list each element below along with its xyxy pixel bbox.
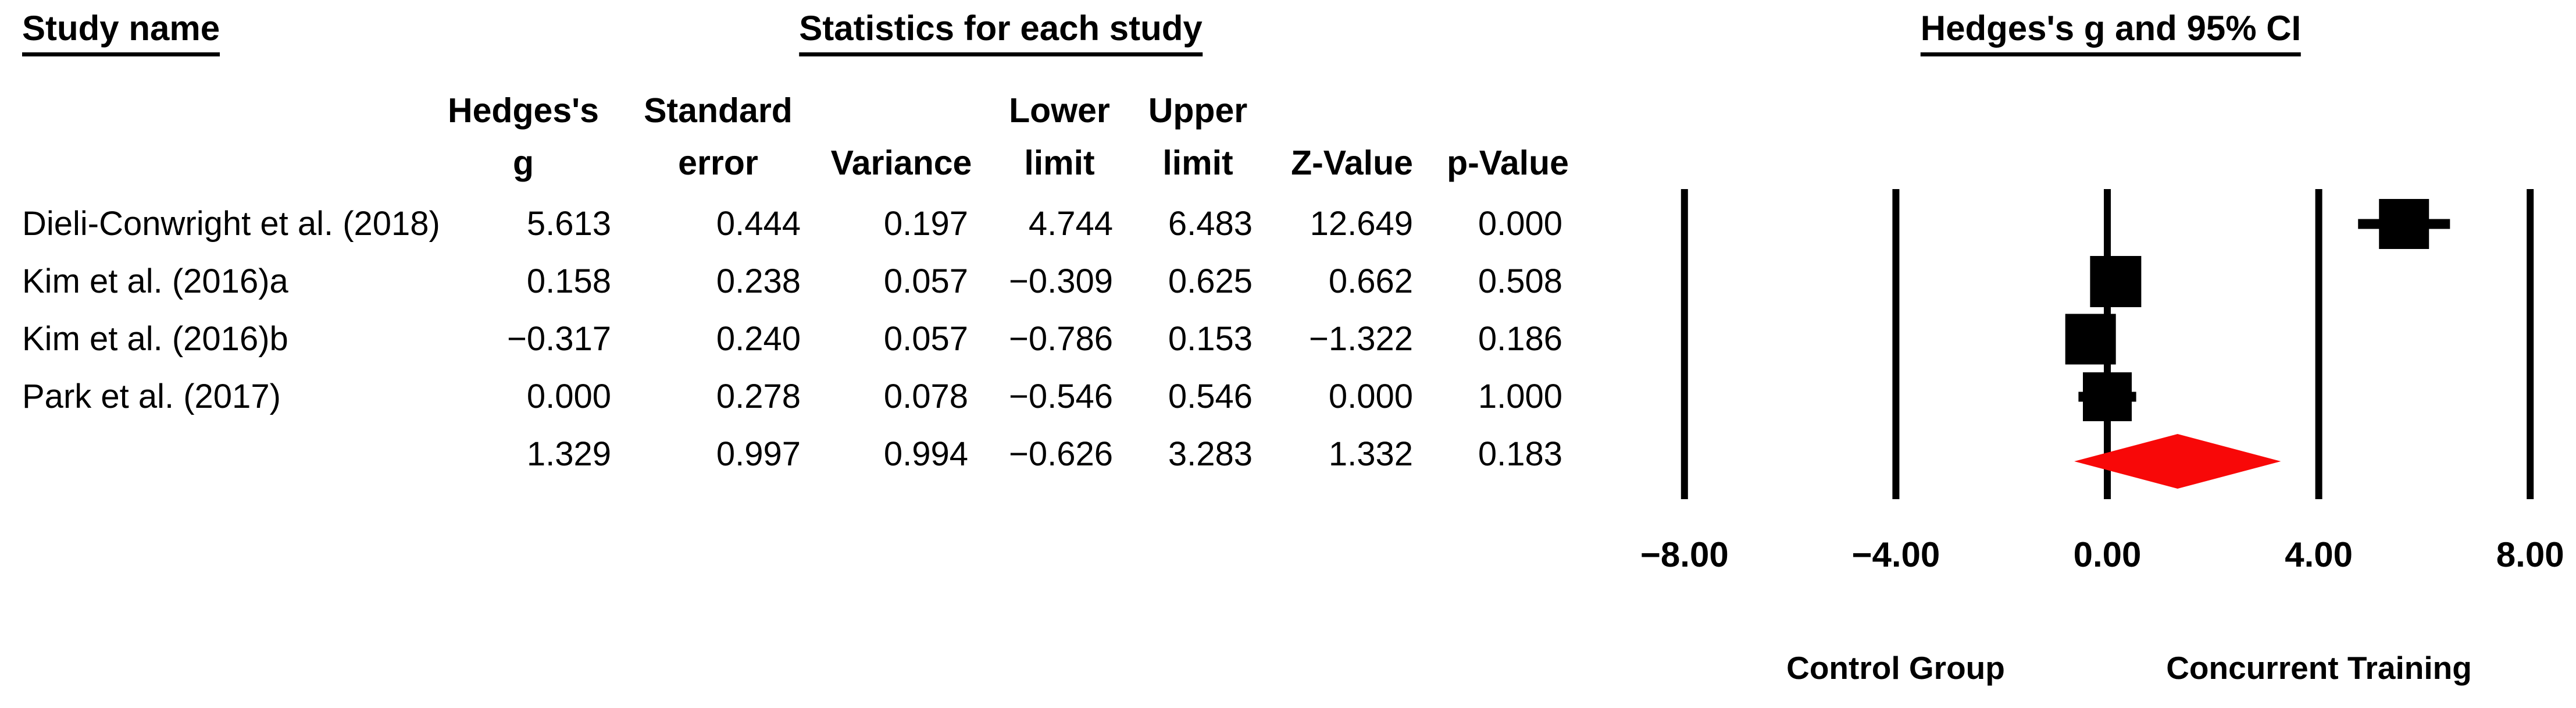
lower-limit-cell: −0.786 — [1008, 320, 1113, 358]
p-value-cell: 0.508 — [1478, 262, 1562, 300]
p-value-cell: 1.000 — [1478, 378, 1562, 415]
lower-limit-cell: 4.744 — [1028, 205, 1113, 243]
study-name-cell: Kim et al. (2016)b — [22, 320, 288, 358]
gridline — [1681, 189, 1688, 499]
z-value-cell: −1.322 — [1308, 320, 1413, 358]
col-header-upper-limit-line2: limit — [1162, 144, 1233, 182]
standard-error-cell: 0.278 — [716, 378, 801, 415]
lower-limit-cell: −0.626 — [1008, 435, 1113, 473]
x-tick-label: 0.00 — [2073, 535, 2142, 574]
effect-square — [2379, 199, 2429, 249]
hedges-g-cell: −0.317 — [506, 320, 611, 358]
hedges-g-cell: 5.613 — [526, 205, 611, 243]
variance-cell: 0.197 — [883, 205, 968, 243]
p-value-cell: 0.000 — [1478, 205, 1562, 243]
variance-cell: 0.078 — [883, 378, 968, 415]
col-header-standard-error-line2: error — [678, 144, 758, 182]
gridline — [2315, 189, 2322, 499]
col-header-standard-error-line1: Standard — [644, 91, 793, 130]
x-tick-label: 8.00 — [2496, 535, 2564, 574]
plot-title-header: Hedges's g and 95% CI — [1920, 10, 2302, 56]
axis-label-control-group: Control Group — [1786, 650, 2005, 686]
variance-cell: 0.994 — [883, 435, 968, 473]
standard-error-cell: 0.997 — [716, 435, 801, 473]
study-name-cell: Dieli-Conwright et al. (2018) — [22, 205, 440, 243]
lower-limit-cell: −0.546 — [1008, 378, 1113, 415]
p-value-cell: 0.183 — [1478, 435, 1562, 473]
statistics-header: Statistics for each study — [799, 10, 1203, 56]
effect-square — [2065, 314, 2116, 365]
gridline — [2527, 189, 2534, 499]
col-header-variance: Variance — [830, 144, 972, 182]
z-value-cell: 0.662 — [1328, 262, 1413, 300]
col-header-z-value: Z-Value — [1291, 144, 1413, 182]
col-header-hedges-g-line1: Hedges's — [448, 91, 599, 130]
upper-limit-cell: 0.153 — [1168, 320, 1253, 358]
hedges-g-cell: 0.158 — [526, 262, 611, 300]
col-header-p-value: p-Value — [1447, 144, 1569, 182]
p-value-cell: 0.186 — [1478, 320, 1562, 358]
study-name-cell: Kim et al. (2016)a — [22, 262, 288, 300]
lower-limit-cell: −0.309 — [1008, 262, 1113, 300]
gridline — [1892, 189, 1900, 499]
variance-cell: 0.057 — [883, 320, 968, 358]
hedges-g-cell: 0.000 — [526, 378, 611, 415]
z-value-cell: 1.332 — [1328, 435, 1413, 473]
upper-limit-cell: 0.546 — [1168, 378, 1253, 415]
hedges-g-cell: 1.329 — [526, 435, 611, 473]
col-header-lower-limit-line1: Lower — [1009, 91, 1110, 130]
col-header-lower-limit-line2: limit — [1024, 144, 1095, 182]
effect-square — [2090, 256, 2142, 307]
upper-limit-cell: 0.625 — [1168, 262, 1253, 300]
standard-error-cell: 0.444 — [716, 205, 801, 243]
summary-diamond — [2074, 434, 2281, 489]
z-value-cell: 12.649 — [1310, 205, 1413, 243]
upper-limit-cell: 3.283 — [1168, 435, 1253, 473]
effect-square — [2083, 372, 2132, 421]
axis-label-concurrent-training: Concurrent Training — [2166, 650, 2472, 686]
variance-cell: 0.057 — [883, 262, 968, 300]
col-header-upper-limit-line1: Upper — [1148, 91, 1248, 130]
z-value-cell: 0.000 — [1328, 378, 1413, 415]
x-tick-label: −4.00 — [1851, 535, 1940, 574]
col-header-hedges-g-line2: g — [512, 144, 534, 182]
study-name-header: Study name — [22, 10, 220, 56]
standard-error-cell: 0.240 — [716, 320, 801, 358]
upper-limit-cell: 6.483 — [1168, 205, 1253, 243]
x-tick-label: 4.00 — [2285, 535, 2353, 574]
study-name-cell: Park et al. (2017) — [22, 378, 281, 415]
standard-error-cell: 0.238 — [716, 262, 801, 300]
x-tick-label: −8.00 — [1640, 535, 1729, 574]
